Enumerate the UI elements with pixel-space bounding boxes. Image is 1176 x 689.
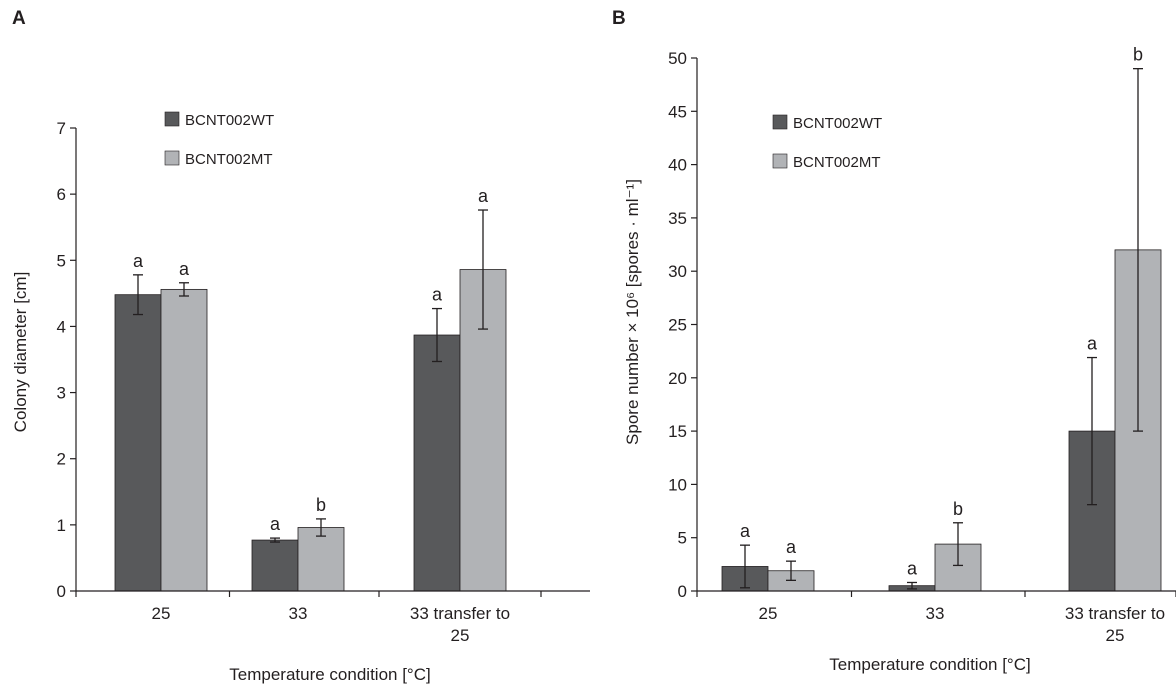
panel-a-significance-label: a xyxy=(270,514,281,534)
panel-b-y-tick-label: 30 xyxy=(668,262,687,281)
panel-a-y-tick-label: 1 xyxy=(57,516,66,535)
panel-a-category-label: 33 xyxy=(289,604,308,623)
panel-b-significance-label: b xyxy=(953,499,963,519)
panel-b-y-tick-label: 5 xyxy=(678,529,687,548)
panel-a-bar-bcnt002mt xyxy=(297,527,345,592)
panel-a-legend: BCNT002WT BCNT002MT xyxy=(164,111,274,168)
panel-a-x-axis: 25 33 33 transfer to 25 xyxy=(75,590,590,645)
panel-a-significance-label: a xyxy=(179,259,190,279)
panel-a-legend-label: BCNT002MT xyxy=(185,151,273,168)
panel-b-category-label: 25 xyxy=(1106,626,1125,645)
panel-a-x-axis-title: Temperature condition [°C] xyxy=(229,665,430,684)
panel-b-y-tick-label: 40 xyxy=(668,156,687,175)
panel-b-y-tick-label: 50 xyxy=(668,49,687,68)
panel-a: A 0 1 2 3 4 5 6 7 a a a a b a 25 33 33 transfer to 25 T… xyxy=(11,8,590,684)
panel-a-y-tick-label: 6 xyxy=(57,185,66,204)
panel-b-category-label: 33 xyxy=(926,604,945,623)
panel-a-bar-bcnt002wt xyxy=(251,539,299,592)
panel-b-significance-label: a xyxy=(907,558,918,578)
panel-a-y-tick-label: 4 xyxy=(57,317,66,336)
panel-a-y-axis-title: Colony diameter [cm] xyxy=(11,272,30,433)
panel-b-legend-swatch xyxy=(772,114,788,130)
panel-b-y-tick-label: 45 xyxy=(668,102,687,121)
panel-b-y-tick-label: 35 xyxy=(668,209,687,228)
panel-a-significance-label: a xyxy=(133,251,144,271)
panel-b-legend-swatch xyxy=(772,153,788,169)
panel-a-category-label: 25 xyxy=(451,626,470,645)
panel-b-letter: B xyxy=(612,8,626,29)
panel-b-category-label: 33 transfer to xyxy=(1065,604,1165,623)
panel-b-significance-label: a xyxy=(1087,334,1098,354)
panel-b-y-axis: 0 5 10 15 20 25 30 35 40 45 50 xyxy=(668,49,698,601)
panel-a-legend-label: BCNT002WT xyxy=(185,112,274,129)
panel-a-y-tick-label: 2 xyxy=(57,450,66,469)
panel-a-category-label: 25 xyxy=(152,604,171,623)
panel-b-category-label: 25 xyxy=(759,604,778,623)
panel-b-bars: a a a a b b xyxy=(721,45,1162,592)
panel-b-legend-label: BCNT002MT xyxy=(793,154,881,171)
panel-a-letter: A xyxy=(12,8,26,29)
panel-b-y-tick-label: 0 xyxy=(678,582,687,601)
panel-b-y-tick-label: 25 xyxy=(668,316,687,335)
panel-a-y-tick-label: 5 xyxy=(57,251,66,270)
panel-b: B 0 5 10 15 20 25 30 35 40 45 50 a a a a b b 25 33 33 tra… xyxy=(612,8,1176,674)
panel-b-legend: BCNT002WT BCNT002MT xyxy=(772,114,882,171)
panel-a-legend-swatch xyxy=(164,150,180,166)
panel-b-y-tick-label: 20 xyxy=(668,369,687,388)
panel-a-y-tick-label: 0 xyxy=(57,582,66,601)
panel-a-y-tick-label: 7 xyxy=(57,119,66,138)
panel-b-y-axis-title: Spore number × 10⁶ [spores · ml⁻¹] xyxy=(623,179,642,445)
panel-b-x-axis-title: Temperature condition [°C] xyxy=(829,655,1030,674)
panel-a-category-label: 33 transfer to xyxy=(410,604,510,623)
panel-b-significance-label: b xyxy=(1133,45,1143,65)
panel-b-x-axis: 25 33 33 transfer to 25 xyxy=(696,590,1176,645)
panel-a-bar-bcnt002wt xyxy=(114,294,162,592)
panel-b-legend-label: BCNT002WT xyxy=(793,115,882,132)
panel-a-bar-bcnt002mt xyxy=(160,288,208,592)
panel-a-y-axis: 0 1 2 3 4 5 6 7 xyxy=(57,119,77,601)
panel-b-y-tick-label: 15 xyxy=(668,422,687,441)
panel-a-bars: a a a a b a xyxy=(114,186,507,592)
panel-b-y-tick-label: 10 xyxy=(668,475,687,494)
panel-a-significance-label: a xyxy=(478,186,489,206)
panel-a-significance-label: b xyxy=(316,495,326,515)
panel-a-legend-swatch xyxy=(164,111,180,127)
panel-a-y-tick-label: 3 xyxy=(57,384,66,403)
panel-a-significance-label: a xyxy=(432,285,443,305)
panel-b-significance-label: a xyxy=(786,537,797,557)
panel-b-significance-label: a xyxy=(740,521,751,541)
panel-a-bar-bcnt002wt xyxy=(413,334,461,592)
